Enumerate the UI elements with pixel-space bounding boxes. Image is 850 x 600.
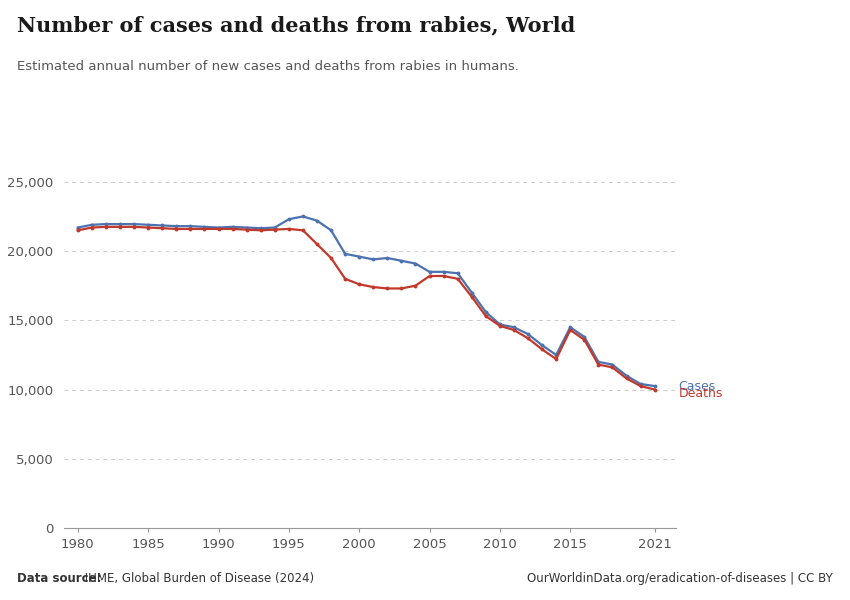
Cases [649,382,660,389]
Text: OurWorldinData.org/eradication-of-diseases | CC BY: OurWorldinData.org/eradication-of-diseas… [527,572,833,585]
Cases [495,321,505,328]
Deaths [269,226,280,233]
Deaths [481,313,491,320]
Deaths [523,335,533,342]
Deaths [129,223,139,230]
Cases [368,256,378,263]
Cases [200,223,210,230]
Cases [481,308,491,316]
Deaths [312,241,322,248]
Cases [256,224,266,232]
Deaths [565,326,575,334]
Deaths [608,364,618,371]
Deaths [256,227,266,234]
Deaths [354,281,365,288]
Deaths [228,226,238,233]
Cases [185,223,196,230]
Cases [396,257,406,265]
Text: IHME, Global Burden of Disease (2024): IHME, Global Burden of Disease (2024) [81,572,314,585]
Cases [101,220,111,227]
Text: Deaths: Deaths [678,387,723,400]
Cases [213,224,224,231]
Cases [143,221,153,229]
Cases [579,334,589,341]
Cases [115,220,125,227]
Cases [298,213,308,220]
Deaths [284,226,294,233]
Deaths [326,254,336,262]
Cases [354,253,365,260]
Cases [537,341,547,349]
Deaths [411,282,421,289]
Cases [382,254,393,262]
Deaths [87,224,97,231]
Text: Estimated annual number of new cases and deaths from rabies in humans.: Estimated annual number of new cases and… [17,60,518,73]
Deaths [115,223,125,230]
Cases [636,380,646,388]
Cases [73,224,83,231]
Cases [284,215,294,223]
Deaths [368,283,378,290]
Cases [467,289,477,296]
Deaths [298,227,308,234]
Deaths [439,272,449,280]
Deaths [143,224,153,231]
Text: Cases: Cases [678,380,716,392]
Text: in Data: in Data [724,46,775,59]
Deaths [636,382,646,389]
Deaths [241,226,252,233]
Cases [340,250,350,257]
Deaths [73,227,83,234]
Deaths [101,223,111,230]
Text: Number of cases and deaths from rabies, World: Number of cases and deaths from rabies, … [17,15,575,35]
Cases [269,224,280,231]
Deaths [509,326,519,334]
Deaths [495,322,505,329]
Line: Cases: Cases [76,215,656,388]
Cases [241,224,252,231]
Cases [312,217,322,224]
Cases [228,223,238,230]
Deaths [649,386,660,393]
Deaths [396,285,406,292]
Deaths [382,285,393,292]
Cases [157,222,167,229]
Deaths [452,275,462,283]
Deaths [551,355,561,362]
Cases [551,352,561,359]
Cases [411,260,421,267]
Cases [129,220,139,227]
Deaths [424,272,434,280]
Cases [424,268,434,275]
Deaths [171,226,181,233]
Deaths [621,375,632,382]
Cases [565,323,575,331]
Cases [452,269,462,277]
Deaths [593,361,604,368]
Line: Deaths: Deaths [76,225,656,391]
Cases [509,323,519,331]
Deaths [340,275,350,283]
Text: Our World: Our World [714,25,785,38]
Deaths [537,346,547,353]
Cases [439,268,449,275]
Deaths [213,226,224,233]
Deaths [467,293,477,301]
Deaths [157,224,167,232]
Cases [593,358,604,365]
Cases [621,372,632,379]
Deaths [185,226,196,233]
Cases [326,227,336,234]
Cases [523,331,533,338]
Cases [171,223,181,230]
Text: Data source:: Data source: [17,572,101,585]
Cases [608,361,618,368]
Deaths [579,336,589,343]
Deaths [200,226,210,233]
Cases [87,221,97,229]
